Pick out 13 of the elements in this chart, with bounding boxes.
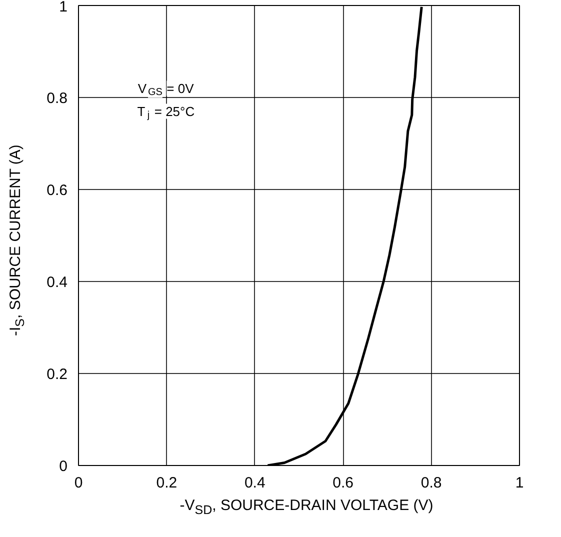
y-tick-label: 0.6 (46, 182, 68, 199)
x-tick-label: 0.4 (244, 474, 266, 492)
x-tick-label: 0.6 (332, 474, 354, 492)
y-tick-label: 0 (59, 458, 68, 475)
x-tick-label: 1 (515, 474, 524, 492)
x-tick-label: 0.2 (156, 474, 178, 492)
y-tick-label: 0.8 (46, 90, 68, 107)
y-tick-label: 0.4 (46, 274, 68, 291)
y-tick-label: 1 (59, 0, 68, 16)
x-tick-label: 0 (74, 474, 83, 492)
y-tick-label: 0.2 (46, 366, 68, 383)
x-tick-label: 0.8 (420, 474, 442, 492)
x-axis-title: -V$_{SD}$, SOURCE-DRAIN VOLTAGE (V) (180, 496, 434, 519)
